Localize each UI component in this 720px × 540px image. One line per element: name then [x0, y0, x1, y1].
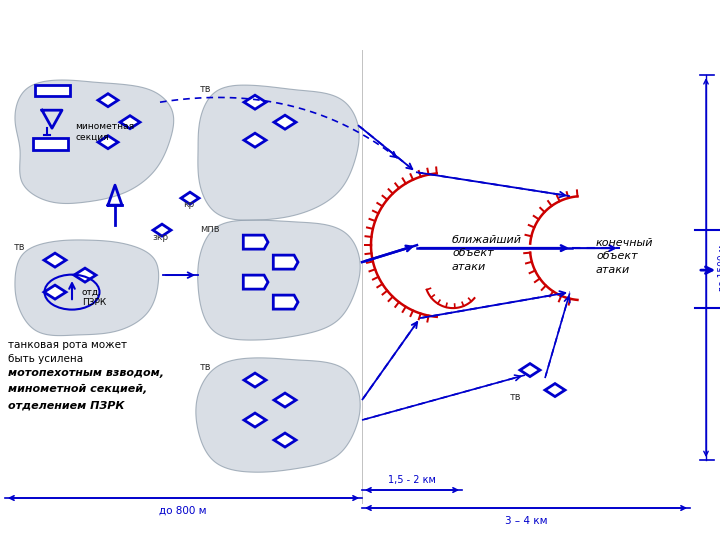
Polygon shape	[244, 373, 266, 387]
Polygon shape	[243, 275, 268, 289]
Polygon shape	[33, 138, 68, 150]
Polygon shape	[15, 80, 174, 204]
Text: ближайший
объект
атаки: ближайший объект атаки	[452, 235, 522, 272]
Polygon shape	[243, 235, 268, 249]
Text: конечный
объект
атаки: конечный объект атаки	[596, 238, 654, 274]
Polygon shape	[198, 85, 359, 220]
Polygon shape	[120, 116, 140, 129]
Polygon shape	[274, 433, 296, 447]
Polygon shape	[520, 363, 540, 376]
Text: до 1500 м: до 1500 м	[718, 245, 720, 292]
Polygon shape	[35, 85, 70, 96]
Text: отделением ПЗРК: отделением ПЗРК	[8, 400, 125, 410]
Polygon shape	[98, 136, 118, 148]
Polygon shape	[274, 393, 296, 407]
Polygon shape	[153, 224, 171, 236]
Text: 1,5 - 2 км: 1,5 - 2 км	[388, 475, 436, 485]
Text: минометная
секция: минометная секция	[75, 122, 134, 142]
Text: мотопехотным взводом,: мотопехотным взводом,	[8, 368, 164, 378]
Polygon shape	[244, 133, 266, 147]
Polygon shape	[98, 94, 118, 107]
Polygon shape	[74, 268, 96, 282]
Text: Танковая рота (усиленная мотопехотным взводом) в наступлении: Танковая рота (усиленная мотопехотным вз…	[26, 16, 694, 34]
Polygon shape	[15, 240, 158, 336]
Text: отд.
ПЗРК: отд. ПЗРК	[82, 287, 107, 307]
Text: танковая рота может: танковая рота может	[8, 340, 127, 350]
Text: кр: кр	[183, 200, 194, 209]
Text: тв: тв	[14, 242, 25, 252]
Polygon shape	[244, 413, 266, 427]
Polygon shape	[274, 255, 298, 269]
Polygon shape	[181, 192, 199, 204]
Text: зкр: зкр	[152, 233, 168, 242]
Polygon shape	[545, 383, 565, 396]
Text: быть усилена: быть усилена	[8, 354, 83, 364]
Polygon shape	[274, 115, 296, 129]
Text: тв: тв	[200, 362, 212, 372]
Text: тв: тв	[200, 84, 212, 94]
Text: тв: тв	[510, 392, 521, 402]
Polygon shape	[196, 358, 360, 472]
Polygon shape	[44, 253, 66, 267]
Polygon shape	[44, 285, 66, 299]
Polygon shape	[274, 295, 298, 309]
Text: мпв: мпв	[200, 224, 220, 234]
Text: минометной секцией,: минометной секцией,	[8, 384, 148, 394]
Text: 3 – 4 км: 3 – 4 км	[505, 516, 547, 526]
Text: до 800 м: до 800 м	[159, 506, 207, 516]
Polygon shape	[244, 95, 266, 109]
Polygon shape	[198, 220, 360, 340]
